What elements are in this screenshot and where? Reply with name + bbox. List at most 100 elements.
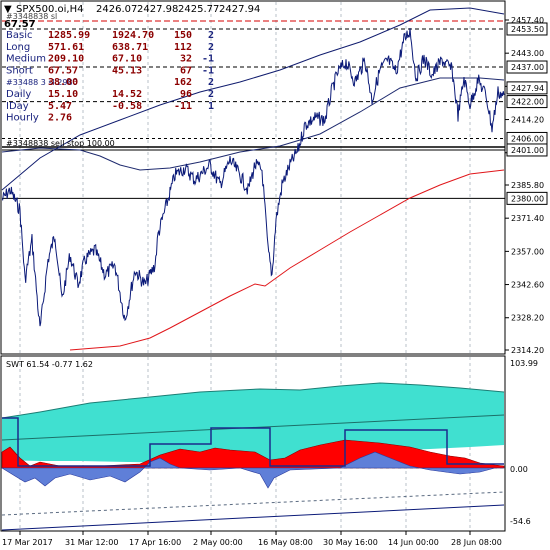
stats-table: Basic 1285.99 1924.70 150 2 Long 571.61 638.71 1… (6, 30, 214, 124)
order-line-label: #3348838 sell stop 100.00 (6, 139, 115, 148)
indicator-layer (0, 382, 505, 531)
stats-row-value2: 1924.70 (112, 30, 154, 41)
stats-row-value3: 32 (180, 54, 192, 65)
price-tag-label: 2406.00 (511, 134, 544, 143)
stats-row-value4: 2 (208, 42, 214, 53)
stats-row-label: Hourly (6, 113, 39, 124)
price-tag-box (506, 143, 548, 157)
stats-row-value2: -0.58 (112, 101, 142, 112)
stats-row-value3: 112 (174, 42, 192, 53)
stats-row: IDay 5.47 -0.58 -11 1 (6, 101, 214, 112)
price-tick-label: 2342.60 (511, 281, 544, 290)
indicator-label: SWT 61.54 -0.77 1.62 (6, 360, 93, 369)
price-tag-label: 2437.00 (511, 63, 544, 72)
time-tick-label: 30 May 16:00 (323, 538, 378, 547)
time-tick-label: 17 Mar 2017 (2, 538, 53, 547)
price-tick-label: 2314.20 (511, 346, 544, 355)
stats-row-value1: 209.10 (48, 54, 84, 65)
subline-value: 67.57 (4, 19, 36, 30)
stats-row-value3: 162 (174, 77, 192, 88)
moving-average-line (69, 169, 505, 351)
time-axis: 17 Mar 2017 31 Mar 12:00 17 Apr 16:00 2 May… (2, 531, 502, 547)
stats-row-value4: 2 (208, 30, 214, 41)
chart-arrow-icon: ▼ (4, 4, 12, 15)
order-subline: #3348838 sl (6, 12, 57, 21)
price-tag-label: 2453.50 (511, 25, 544, 34)
price-tag-box (506, 22, 548, 36)
stats-row: Basic 1285.99 1924.70 150 2 (6, 30, 214, 41)
stats-row-value3: 96 (180, 89, 192, 100)
ohlc-close: 2427.94 (219, 4, 260, 15)
time-tick-label: 14 Jun 00:00 (388, 538, 439, 547)
price-tag-box (506, 95, 548, 109)
channel-middle-line (1, 77, 505, 171)
time-tick-label: 16 May 08:00 (258, 538, 313, 547)
stats-row-value3: 150 (174, 30, 192, 41)
stats-row: Daily 15.10 14.52 96 2 (6, 89, 214, 100)
chart-header: ▼ SPX500.oi,H4 2426.07 2427.98 2425.77 2… (4, 4, 260, 30)
price-tick-label: 2414.20 (511, 116, 544, 125)
time-tick-label: 17 Apr 16:00 (129, 538, 181, 547)
price-tick-label: 2357.00 (511, 247, 544, 256)
price-axis: 2457.402443.002428.602414.202399.802385.… (505, 16, 548, 355)
price-tick-label: 2457.40 (511, 16, 544, 25)
stats-row-label: #33488 3 sl 2980 (6, 78, 78, 87)
indicator-lower-line (1, 504, 505, 531)
stats-row-value2: 638.71 (112, 42, 148, 53)
price-tick-label: 2371.40 (511, 214, 544, 223)
indicator-axis-top: 103.99 (510, 359, 538, 368)
price-tick-label: 2328.20 (511, 314, 544, 323)
stats-row: Long 571.61 638.71 112 2 (6, 42, 214, 53)
ohlc-high: 2427.98 (137, 4, 178, 15)
price-tag-label: 2380.00 (511, 194, 544, 203)
ohlc-open: 2426.07 (96, 4, 137, 15)
indicator-axis-zero: 0.00 (510, 465, 528, 474)
price-tag-label: 2422.00 (511, 98, 544, 107)
ohlc-low: 2425.77 (178, 4, 219, 15)
stats-row-value4: -1 (202, 54, 214, 65)
stats-row-label: Short (6, 65, 33, 76)
price-tick-label: 2385.80 (511, 181, 544, 190)
indicator-teal-edge (1, 382, 505, 419)
stats-row-value4: 2 (208, 89, 214, 100)
stats-row-value1: 67.57 (48, 65, 78, 76)
indicator-box-line (2, 417, 504, 467)
stats-row-value1: 38.00 (48, 77, 78, 88)
stats-row-value1: 571.61 (48, 42, 84, 53)
stats-row-value2: 45.13 (112, 65, 142, 76)
stats-row-label: Medium (6, 54, 46, 65)
price-series-line (2, 27, 505, 327)
stats-row-value4: 2 (208, 77, 214, 88)
price-tick-label: 2443.00 (511, 49, 544, 58)
stats-row-value1: 1285.99 (48, 30, 90, 41)
price-layer (1, 7, 505, 351)
price-tag-box (506, 81, 548, 95)
stats-row: Medium 209.10 67.10 32 -1 (6, 54, 214, 65)
stats-row: Short 67.57 45.13 67 -1 (6, 65, 214, 76)
price-tag-label: 2401.00 (511, 146, 544, 155)
indicator-axis-bottom: -54.6 (510, 517, 531, 526)
stats-row-value2: 14.52 (112, 89, 142, 100)
time-tick-label: 28 Jun 08:00 (451, 538, 502, 547)
stats-row-value2: 67.10 (112, 54, 142, 65)
stats-row-label: Long (6, 42, 30, 53)
stats-row-value1: 5.47 (48, 101, 72, 112)
stats-row-value4: 1 (208, 101, 214, 112)
stats-row-label: Basic (6, 30, 32, 41)
stats-row: Hourly 2.76 (6, 113, 72, 124)
price-tag-box (506, 60, 548, 74)
indicator-blue-area (0, 451, 504, 489)
time-tick-label: 31 Mar 12:00 (65, 538, 118, 547)
stats-row-value1: 15.10 (48, 89, 78, 100)
stats-row-value1: 2.76 (48, 113, 72, 124)
stats-row-label: Daily (6, 89, 31, 100)
symbol-label: SPX500.oi,H4 (16, 4, 83, 15)
stats-row-value3: 67 (180, 65, 192, 76)
stats-row-label: IDay (6, 101, 29, 112)
stats-row-value3: -11 (174, 101, 192, 112)
price-tag-label: 2427.94 (511, 84, 544, 93)
time-tick-label: 2 May 00:00 (193, 538, 243, 547)
channel-upper-line (1, 7, 505, 191)
